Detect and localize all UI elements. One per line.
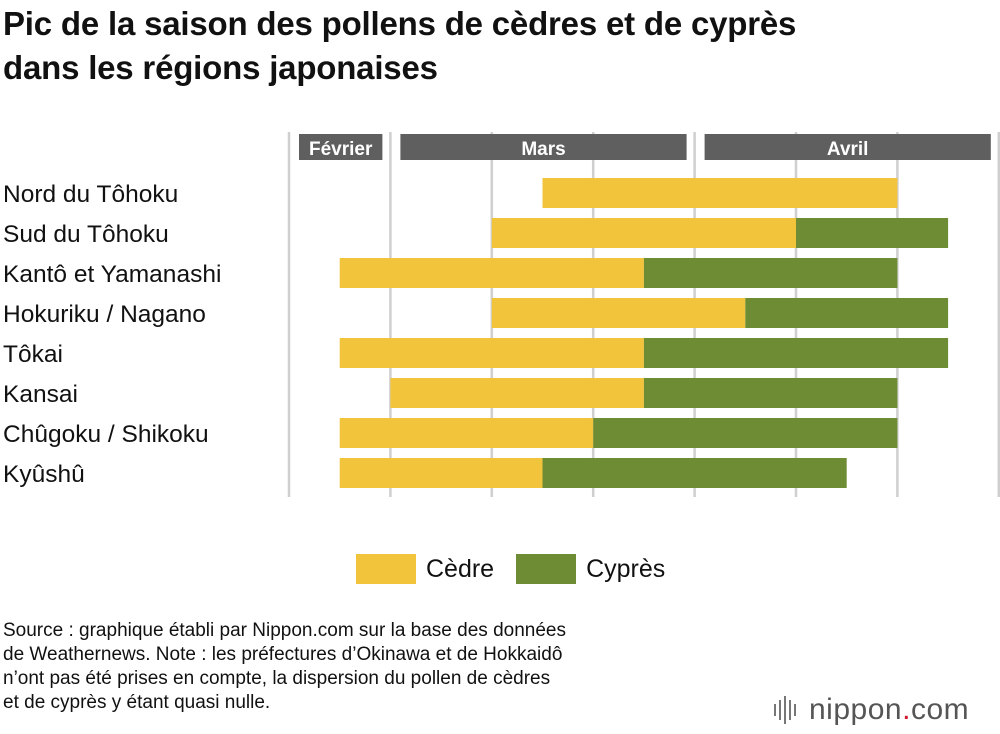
legend-swatch-cedre bbox=[356, 554, 416, 584]
chart-title-line-1: Pic de la saison des pollens de cèdres e… bbox=[3, 5, 797, 42]
bar-cypres-7 bbox=[542, 458, 847, 488]
bar-cypres-6 bbox=[593, 418, 898, 448]
row-label-4: Tôkai bbox=[3, 341, 63, 368]
bar-cedre-1 bbox=[491, 218, 796, 248]
month-label-0: Février bbox=[309, 139, 373, 160]
bar-cedre-5 bbox=[390, 378, 644, 408]
row-label-5: Kansai bbox=[3, 381, 78, 408]
legend-swatch-cypres bbox=[516, 554, 577, 584]
logo-name: nippon bbox=[809, 693, 903, 726]
bar-cedre-7 bbox=[339, 458, 543, 488]
legend-item-cypres: Cyprès bbox=[516, 554, 665, 584]
source-note: Source : graphique établi par Nippon.com… bbox=[3, 620, 566, 713]
logo-mark-icon bbox=[774, 696, 799, 724]
bar-cypres-1 bbox=[796, 218, 949, 248]
legend-label-cedre: Cèdre bbox=[426, 554, 495, 583]
nippon-logo: nippon. com bbox=[774, 690, 969, 730]
bar-cedre-4 bbox=[339, 338, 644, 368]
bar-cedre-0 bbox=[542, 178, 898, 208]
bar-cedre-2 bbox=[339, 258, 644, 288]
legend-item-cedre: Cèdre bbox=[356, 554, 494, 584]
month-header-2 bbox=[704, 134, 991, 160]
bar-cypres-5 bbox=[643, 378, 898, 408]
row-label-3: Hokuriku / Nagano bbox=[3, 301, 206, 328]
logo-suffix: com bbox=[910, 693, 970, 726]
row-label-0: Nord du Tôhoku bbox=[3, 181, 178, 208]
logo-dot: . bbox=[902, 693, 911, 726]
bar-cypres-2 bbox=[643, 258, 898, 288]
month-label-2: Avril bbox=[827, 139, 869, 160]
legend-label-cypres: Cyprès bbox=[586, 554, 666, 583]
bar-cedre-3 bbox=[491, 298, 746, 328]
legend: Cèdre Cyprès bbox=[356, 552, 687, 586]
row-label-7: Kyûshû bbox=[3, 461, 85, 488]
month-label-1: Mars bbox=[521, 139, 565, 160]
chart-title-line-2: dans les régions japonaises bbox=[3, 49, 438, 86]
row-label-6: Chûgoku / Shikoku bbox=[3, 421, 209, 448]
month-header-0 bbox=[299, 134, 383, 160]
pollen-chart: Février Mars Avril Nord du Tôhoku Sud du Tôh… bbox=[3, 132, 1000, 497]
month-header-1 bbox=[400, 134, 687, 160]
row-label-1: Sud du Tôhoku bbox=[3, 221, 169, 248]
bar-cypres-3 bbox=[745, 298, 949, 328]
chart-title: Pic de la saison des pollens de cèdres e… bbox=[3, 2, 993, 90]
bar-cypres-4 bbox=[643, 338, 949, 368]
row-label-2: Kantô et Yamanashi bbox=[3, 261, 221, 288]
bar-cedre-6 bbox=[339, 418, 594, 448]
